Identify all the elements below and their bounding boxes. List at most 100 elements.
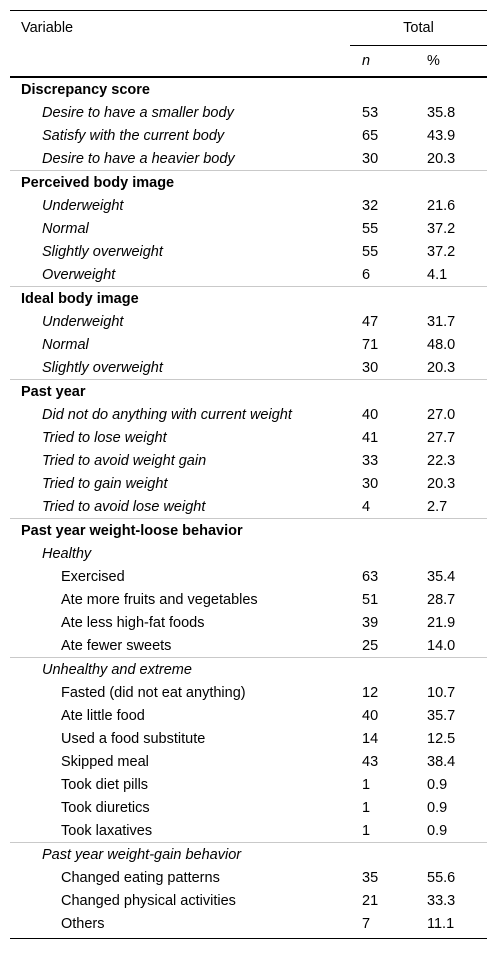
row-n-value: 6 [362,266,371,283]
row-percent-value: 35.4 [427,568,456,585]
table-row: Ate more fruits and vegetables 51 28.7 [10,588,487,611]
row-label: Desire to have a smaller body [42,104,234,121]
subgroup-heading: Unhealthy and extreme [10,657,487,681]
row-percent-value: 27.7 [427,429,456,446]
row-percent-value: 38.4 [427,753,456,770]
table-row: Overweight 6 4.1 [10,263,487,287]
section-heading-label: Perceived body image [10,170,487,194]
row-n-value: 30 [362,475,379,492]
row-label: Took diet pills [61,776,149,793]
subgroup-heading-label: Unhealthy and extreme [10,657,487,681]
row-percent-value: 12.5 [427,730,456,747]
table-row: Used a food substitute 14 12.5 [10,727,487,750]
subgroup-heading-label: Healthy [42,545,92,562]
row-percent-value: 28.7 [427,591,456,608]
row-percent-value: 2.7 [427,498,448,515]
row-label: Fasted (did not eat anything) [61,684,246,701]
row-percent-value: 14.0 [427,637,456,654]
table-row: Took diuretics 1 0.9 [10,796,487,819]
column-header-percent: % [414,45,487,78]
row-label: Changed physical activities [61,892,236,909]
row-n-value: 21 [362,892,379,909]
row-percent-value: 27.0 [427,406,456,423]
row-n-value: 47 [362,313,379,330]
row-n-value: 30 [362,359,379,376]
row-n-value: 40 [362,707,379,724]
row-percent-value: 22.3 [427,452,456,469]
row-label: Skipped meal [61,753,149,770]
row-percent-value: 33.3 [427,892,456,909]
row-label: Normal [42,220,89,237]
table-row: Did not do anything with current weight 4… [10,403,487,426]
row-label: Took laxatives [61,822,153,839]
row-percent-value: 21.9 [427,614,456,631]
row-label: Satisfy with the current body [42,127,225,144]
section-heading-label: Ideal body image [10,286,487,310]
section-heading: Ideal body image [10,286,487,310]
row-label: Desire to have a heavier body [42,150,235,167]
table-row: Desire to have a smaller body 53 35.8 [10,101,487,124]
row-n-value: 40 [362,406,379,423]
row-n-value: 1 [362,822,371,839]
row-n-value: 63 [362,568,379,585]
row-n-value: 30 [362,150,379,167]
table-row: Took laxatives 1 0.9 [10,819,487,843]
table-row: Satisfy with the current body 65 43.9 [10,124,487,147]
row-n-value: 25 [362,637,379,654]
row-label: Underweight [42,197,124,214]
column-header-n: n [350,45,414,78]
table-row: Changed eating patterns 35 55.6 [10,866,487,889]
row-n-value: 55 [362,220,379,237]
table-row: Exercised 63 35.4 [10,565,487,588]
table-row: Others 7 11.1 [10,912,487,939]
row-n-value: 1 [362,776,371,793]
column-header-total: Total [350,10,487,46]
row-n-value: 55 [362,243,379,260]
header-row-stats: n % [10,45,487,78]
row-percent-value: 0.9 [427,776,448,793]
table-row: Fasted (did not eat anything) 12 10.7 [10,681,487,704]
row-percent-value: 0.9 [427,822,448,839]
row-label: Ate fewer sweets [61,637,172,654]
row-label: Slightly overweight [42,243,163,260]
table-row: Desire to have a heavier body 30 20.3 [10,147,487,171]
header-row-group: Variable Total [10,10,487,46]
row-percent-value: 37.2 [427,220,456,237]
row-percent-value: 48.0 [427,336,456,353]
row-percent-value: 4.1 [427,266,448,283]
row-n-value: 71 [362,336,379,353]
row-percent-value: 55.6 [427,869,456,886]
row-percent-value: 20.3 [427,475,456,492]
table-row: Took diet pills 1 0.9 [10,773,487,796]
section-heading: Discrepancy score [10,77,487,101]
row-label: Slightly overweight [42,359,163,376]
row-n-value: 14 [362,730,379,747]
row-label: Underweight [42,313,124,330]
row-percent-value: 21.6 [427,197,456,214]
row-percent-value: 0.9 [427,799,448,816]
row-n-value: 39 [362,614,379,631]
table-row: Underweight 47 31.7 [10,310,487,333]
row-n-value: 53 [362,104,379,121]
row-n-value: 4 [362,498,371,515]
table-row: Normal 55 37.2 [10,217,487,240]
row-label: Tried to lose weight [42,429,167,446]
row-percent-value: 35.7 [427,707,456,724]
row-percent-value: 31.7 [427,313,456,330]
subgroup-heading-label: Past year weight-gain behavior [10,842,487,866]
row-label: Changed eating patterns [61,869,220,886]
table-row: Ate little food 40 35.7 [10,704,487,727]
row-n-value: 51 [362,591,379,608]
table-row: Ate less high-fat foods 39 21.9 [10,611,487,634]
row-label: Tried to avoid weight gain [42,452,207,469]
table-row: Slightly overweight 30 20.3 [10,356,487,380]
row-percent-value: 20.3 [427,359,456,376]
row-label: Exercised [61,568,125,585]
row-n-value: 32 [362,197,379,214]
subgroup-heading: Healthy [10,542,487,565]
row-label: Took diuretics [61,799,150,816]
row-label: Tried to avoid lose weight [42,498,206,515]
table-body: Discrepancy score Desire to have a smalle… [10,77,487,939]
row-label: Used a food substitute [61,730,206,747]
table-row: Changed physical activities 21 33.3 [10,889,487,912]
